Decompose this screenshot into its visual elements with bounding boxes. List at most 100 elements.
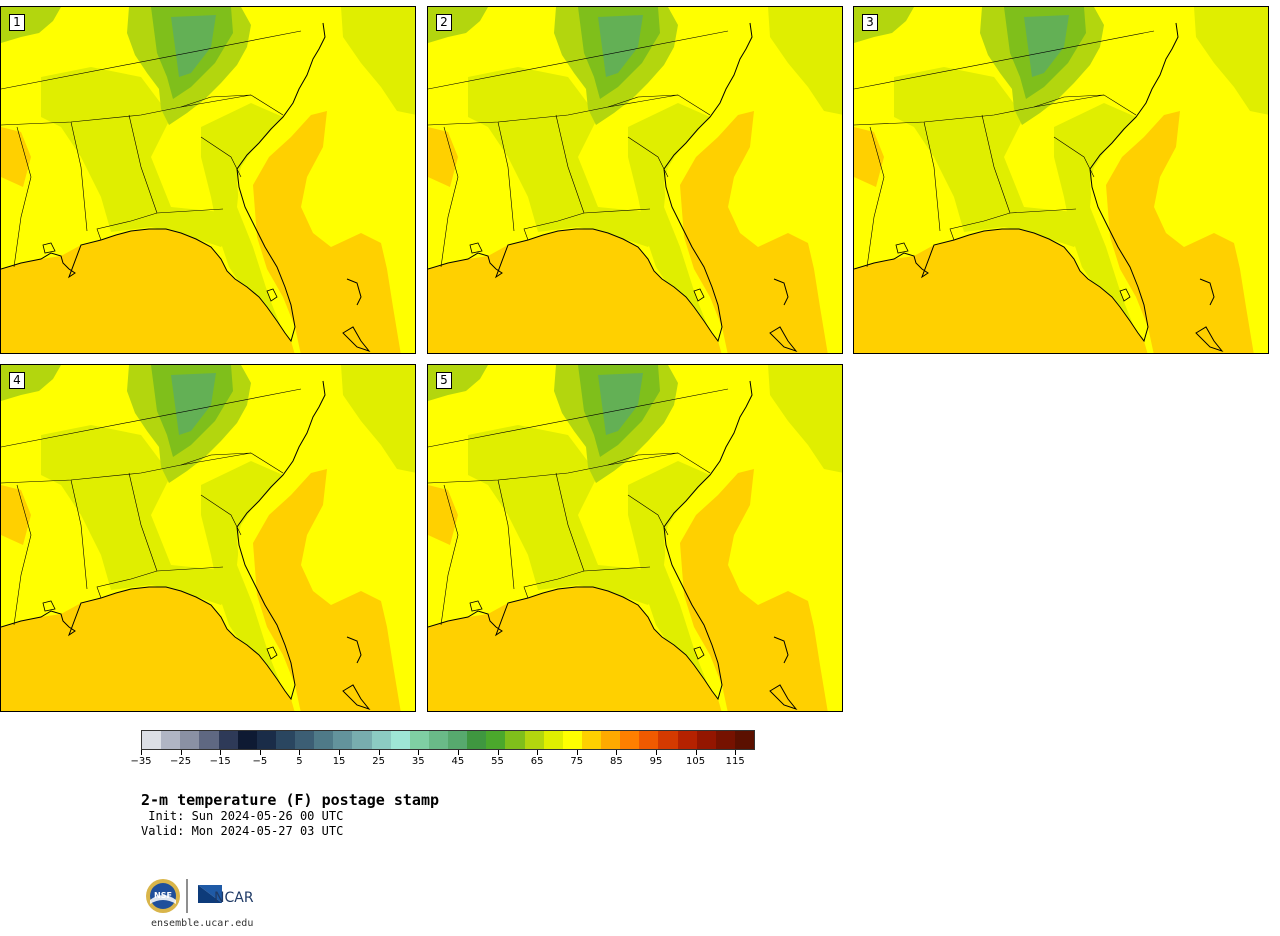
colorbar-swatch [658, 731, 678, 749]
colorbar-swatch [428, 731, 448, 749]
lake-pontchartrain [42, 600, 56, 612]
coastline [1, 22, 326, 343]
colorbar-swatch [581, 731, 601, 749]
bahamas-island [773, 636, 789, 664]
colorbar-tick-label: 55 [491, 756, 504, 767]
lake-okeechobee [693, 646, 705, 660]
colorbar-swatch [275, 731, 295, 749]
colorbar-swatch [486, 731, 506, 749]
cool-region [1054, 103, 1138, 337]
offshore-cool-region [768, 7, 842, 115]
colorbar-swatch [543, 731, 563, 749]
colorbar-tick [616, 750, 618, 755]
map-panel-2: 2 [427, 6, 843, 354]
colorbar-tick [576, 750, 578, 755]
mountain-region-coldest [1024, 15, 1069, 77]
colorbar-swatch [620, 731, 640, 749]
gulf-stream [680, 469, 828, 711]
lake-pontchartrain [469, 242, 483, 254]
offshore-cool-region [768, 365, 842, 473]
colorbar-swatch [256, 731, 276, 749]
coastline [854, 22, 1179, 343]
colorbar-tick [180, 750, 182, 755]
colorbar-tick-label: 35 [411, 756, 425, 767]
colorbar-tick [378, 750, 380, 755]
colorbar-tick-label: −25 [170, 756, 192, 767]
colorbar-swatch [505, 731, 525, 749]
warm-land-region [854, 127, 884, 187]
bahamas-island [346, 636, 362, 664]
lake-pontchartrain [42, 242, 56, 254]
colorbar-tick-label: 85 [609, 756, 623, 767]
colorbar-swatch [218, 731, 238, 749]
offshore-cool-region [1194, 7, 1268, 115]
temperature-map [1, 365, 415, 711]
coastline [1, 380, 326, 701]
valid-time: Valid: Mon 2024-05-27 03 UTC [141, 824, 344, 838]
colorbar-tick-label: 105 [686, 756, 706, 767]
coastline [428, 380, 753, 701]
colorbar-tick [537, 750, 539, 755]
nsf-logo-icon: NSF [146, 879, 180, 913]
warm-land-region [1, 485, 31, 545]
lake-okeechobee [1119, 288, 1131, 302]
mountain-region-coldest [171, 373, 216, 435]
colorbar-swatch [715, 731, 735, 749]
bahamas-island [342, 326, 371, 353]
colorbar-tick [220, 750, 222, 755]
member-label: 4 [9, 372, 25, 389]
colorbar-tick-label: 65 [530, 756, 544, 767]
colorbar-tick [339, 750, 341, 755]
colorbar-tick [141, 750, 142, 755]
colorbar-tick [259, 750, 261, 755]
colorbar-swatch [199, 731, 219, 749]
colorbar-swatch [677, 731, 697, 749]
colorbar-swatch [639, 731, 659, 749]
temperature-map [854, 7, 1268, 353]
lake-okeechobee [266, 288, 278, 302]
colorbar-swatch [352, 731, 372, 749]
colorbar-swatch [467, 731, 487, 749]
member-label: 5 [436, 372, 452, 389]
state-borders [1, 388, 302, 626]
warm-land-region [428, 485, 458, 545]
bahamas-island [342, 684, 371, 711]
colorbar-swatch [601, 731, 621, 749]
lake-pontchartrain [895, 242, 909, 254]
colorbar-swatch [237, 731, 257, 749]
bahamas-island [1195, 326, 1224, 353]
colorbar-tick [735, 750, 737, 755]
bahamas-island [769, 684, 798, 711]
colorbar-tick-label: 5 [296, 756, 303, 767]
colorbar-tick-label: −35 [130, 756, 152, 767]
colorbar-swatch [390, 731, 410, 749]
colorbar-tick-label: 15 [332, 756, 346, 767]
bahamas-island [769, 326, 798, 353]
member-label: 3 [862, 14, 878, 31]
colorbar-tick-label: −5 [252, 756, 268, 767]
colorbar-tick-label: 115 [725, 756, 745, 767]
colorbar-ticks: −35 −25 −15 −5 5 15 25 35 45 55 65 75 85 95 105 115 [130, 750, 755, 770]
coastline [428, 22, 753, 343]
cool-region [201, 103, 285, 337]
colorbar-swatch [161, 731, 181, 749]
mountain-region-coldest [598, 15, 643, 77]
member-label: 1 [9, 14, 25, 31]
svg-text:NSF: NSF [154, 891, 172, 900]
colorbar-swatch [562, 731, 582, 749]
colorbar-swatch [524, 731, 544, 749]
colorbar-tick-label: 75 [570, 756, 584, 767]
cool-region [201, 461, 285, 695]
site-url: ensemble.ucar.edu [151, 918, 254, 929]
colorbar-tick-label: 95 [649, 756, 663, 767]
gulf-stream [1106, 111, 1254, 353]
colorbar-swatch [333, 731, 353, 749]
colorbar-tick [497, 750, 499, 755]
state-borders [1, 30, 302, 268]
colorbar-swatch [314, 731, 334, 749]
colorbar-swatch [295, 731, 315, 749]
temperature-map [1, 7, 415, 353]
map-panel-1: 1 [0, 6, 416, 354]
cool-region [628, 461, 712, 695]
colorbar-tick-label: −15 [209, 756, 231, 767]
